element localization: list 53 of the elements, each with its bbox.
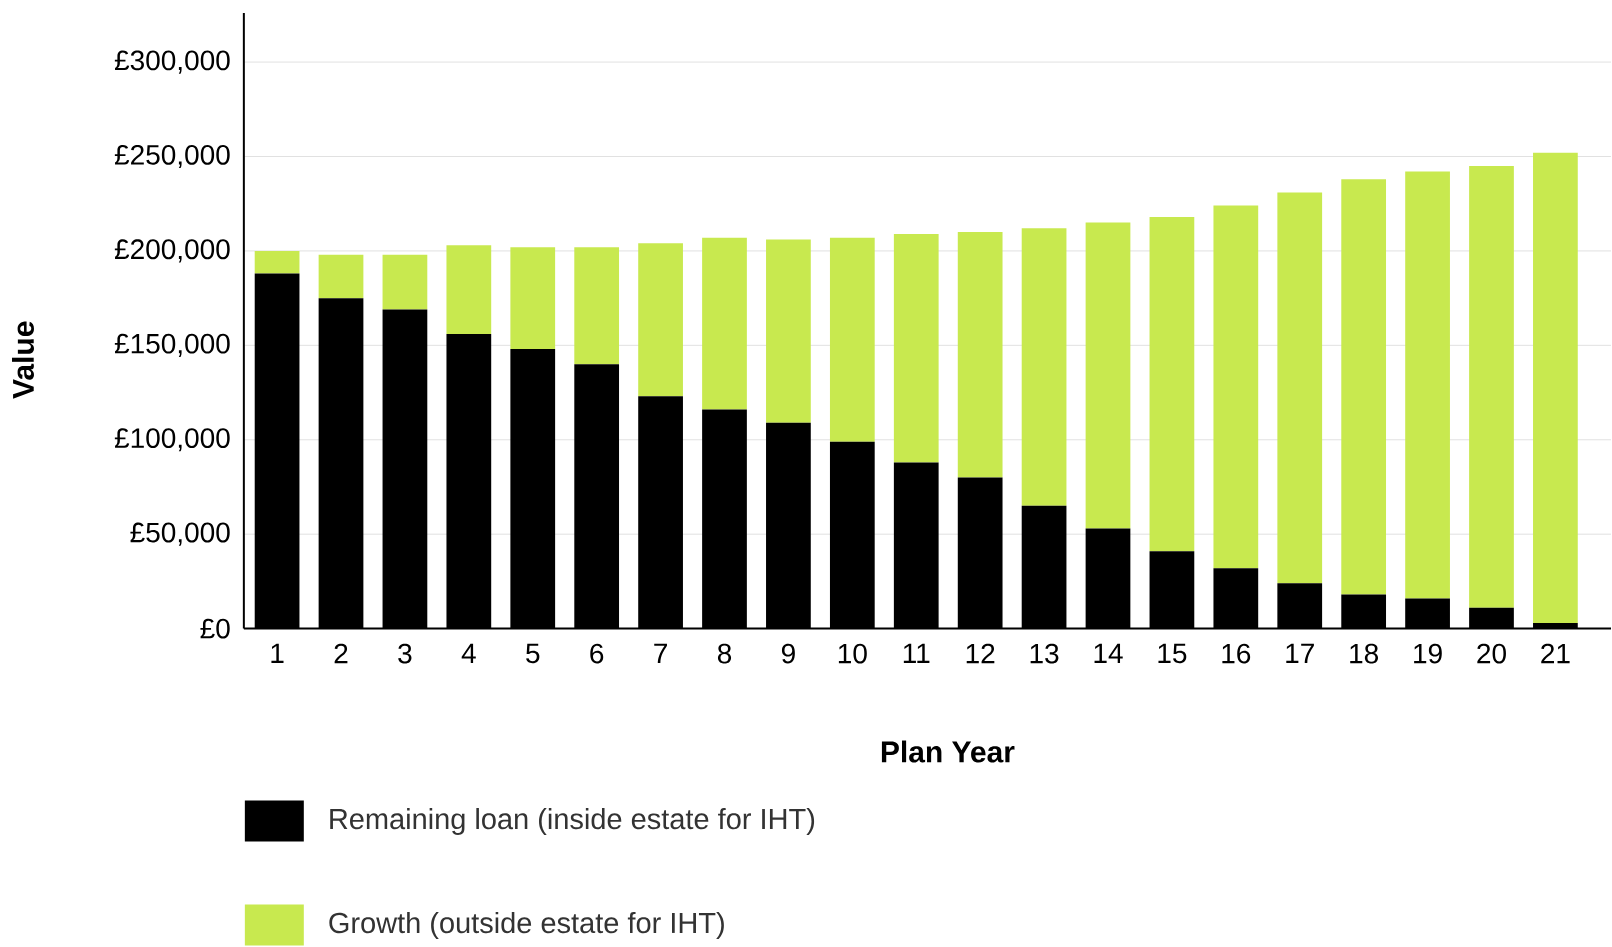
y-tick-label: £50,000 [130,522,230,546]
x-tick-label: 15 [1158,643,1187,663]
bar [702,237,747,410]
bar [957,231,1003,478]
bar [574,246,620,365]
x-tick-label: 18 [1350,643,1379,664]
x-tick-label: 6 [590,643,604,664]
bar [1469,165,1514,608]
bar [1341,178,1387,595]
bar [1149,216,1195,551]
x-tick-label: 14 [1094,643,1123,663]
x-tick-label: 12 [966,643,995,663]
x-axis-title: Plan Year [881,740,1015,763]
y-tick-label: £150,000 [114,333,230,357]
y-tick-label: £300,000 [114,50,230,74]
bar [510,246,556,349]
bar [1021,228,1067,506]
y-axis-title: Value [11,321,34,399]
x-tick-label: 7 [654,643,667,663]
bar [766,239,811,423]
x-tick-label: 9 [781,643,795,664]
legend-label: Remaining loan (inside estate for IHT) [330,807,815,835]
x-tick-label: 10 [838,643,867,664]
bar [893,233,939,463]
bar [254,250,300,274]
x-tick-label: 13 [1030,643,1059,664]
bar [638,243,683,397]
x-tick-label: 19 [1414,643,1442,664]
x-tick-label: 3 [398,643,412,664]
x-tick-label: 11 [903,643,930,663]
bar [446,245,492,334]
y-tick-label: £200,000 [114,239,230,263]
x-tick-label: 20 [1477,643,1506,664]
x-tick-label: 1 [271,643,284,663]
legend-label: Growth (outside estate for IHT) [329,911,724,939]
y-tick-label: £100,000 [114,427,230,452]
y-tick-label: £250,000 [114,144,230,168]
y-tick-label: £0 [200,618,230,639]
x-tick-label: 8 [717,643,732,664]
x-tick-label: 2 [334,643,348,663]
bar [1213,205,1259,568]
bar [1277,192,1323,584]
bar [382,254,428,310]
bar [1085,222,1131,529]
x-tick-label: 16 [1222,643,1251,664]
bar [318,254,364,298]
bar [1533,152,1578,623]
bar [1405,171,1450,599]
x-tick-label: 17 [1286,643,1314,663]
bar [829,237,875,442]
x-tick-label: 5 [526,643,540,663]
x-tick-label: 21 [1541,643,1570,663]
x-tick-label: 4 [461,643,476,663]
